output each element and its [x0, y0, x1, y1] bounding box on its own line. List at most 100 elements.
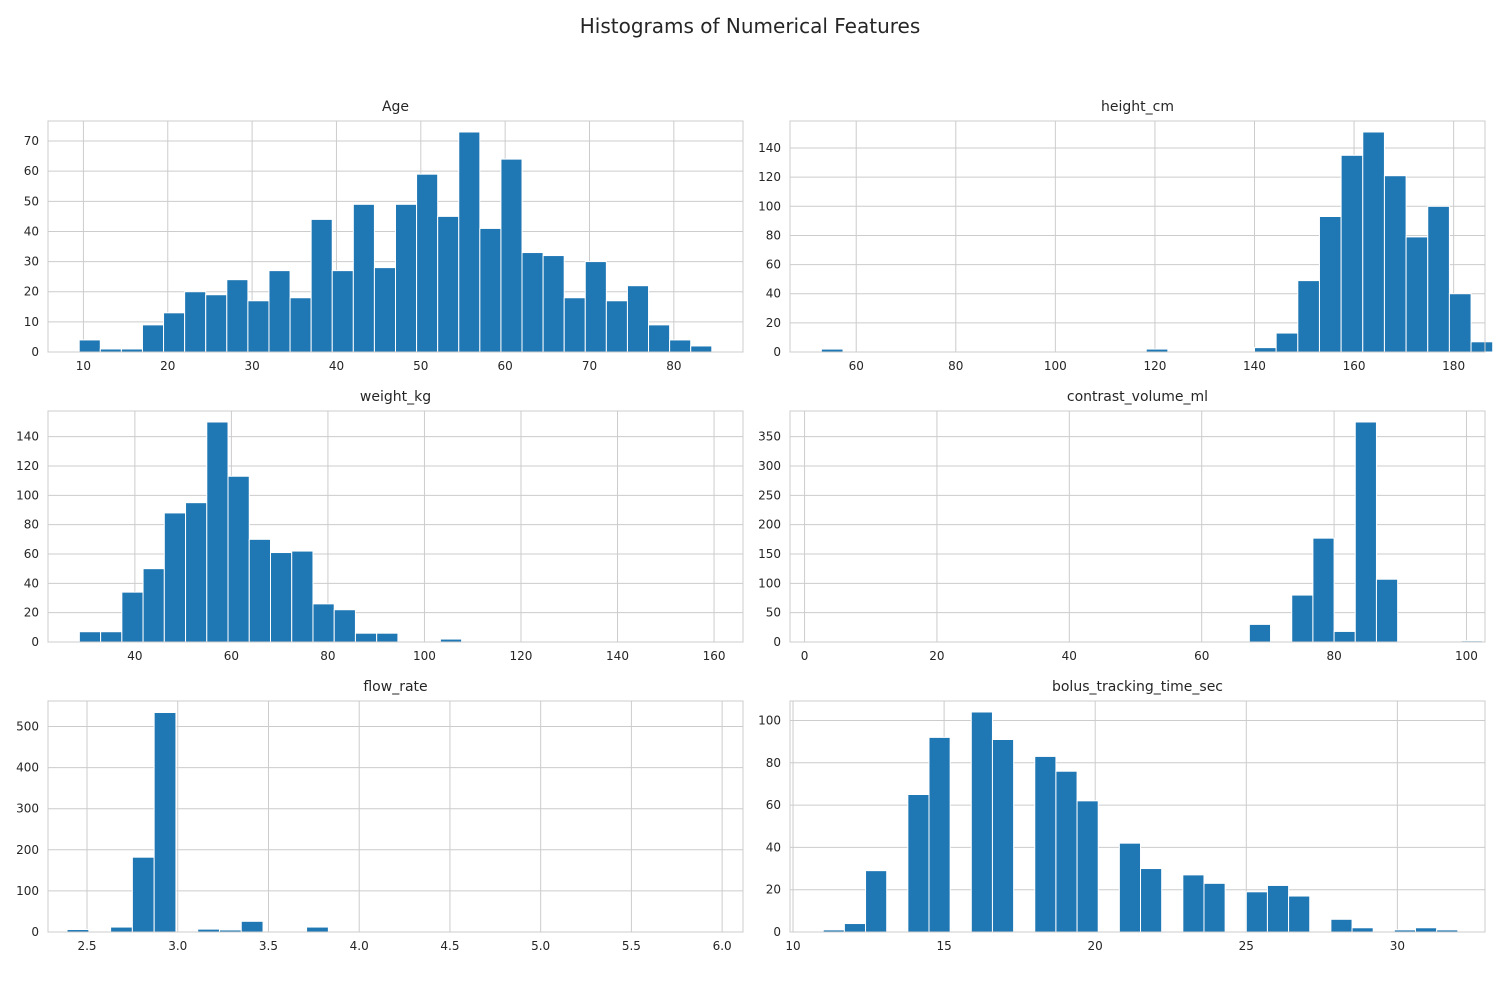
y-tick-label: 0 [31, 345, 39, 359]
histogram-bar [268, 270, 291, 353]
x-tick-label: 40 [329, 359, 344, 373]
histogram-bar [1333, 630, 1356, 643]
panel-title: contrast_volume_ml [1067, 389, 1208, 405]
histogram-bar [970, 711, 993, 933]
histogram-bar [458, 131, 481, 353]
x-tick-label: 100 [1455, 649, 1478, 663]
x-tick-label: 80 [1326, 649, 1341, 663]
y-tick-label: 100 [758, 576, 781, 590]
x-tick-label: 100 [413, 649, 436, 663]
histogram-bar [1248, 623, 1272, 643]
y-tick-label: 100 [16, 488, 39, 502]
histogram-bar [1340, 154, 1364, 353]
y-tick-label: 140 [758, 141, 781, 155]
x-tick-label: 20 [1088, 939, 1103, 953]
y-tick-label: 400 [16, 761, 39, 775]
histogram-bar [1253, 347, 1277, 353]
y-tick-label: 120 [16, 459, 39, 473]
histogram-bar [542, 255, 565, 353]
x-tick-label: 60 [1194, 649, 1209, 663]
histogram-panel-3: 0 20 40 60 80 100 0 50 100 150 200 250 300 350 contras… [758, 389, 1486, 663]
histogram-bar [352, 203, 375, 353]
y-tick-label: 0 [773, 345, 781, 359]
x-tick-label: 120 [510, 649, 533, 663]
histogram-panel-5: 10 15 20 25 30 0 20 40 60 80 100 bolus_tracking_tim… [758, 679, 1486, 953]
histogram-bar [1383, 175, 1407, 353]
x-tick-label: 50 [413, 359, 428, 373]
x-tick-label: 10 [76, 359, 91, 373]
x-tick-label: 160 [1343, 359, 1366, 373]
y-tick-label: 60 [24, 164, 39, 178]
y-tick-label: 20 [766, 883, 781, 897]
y-tick-label: 30 [24, 255, 39, 269]
histogram-bar [563, 297, 586, 353]
y-tick-label: 80 [24, 518, 39, 532]
y-tick-label: 0 [31, 635, 39, 649]
y-tick-label: 0 [31, 925, 39, 939]
histogram-bar [1297, 280, 1320, 353]
x-tick-label: 6.0 [713, 939, 732, 953]
histogram-bar [78, 631, 102, 643]
histogram-bar [1275, 332, 1299, 353]
histogram-bar [479, 227, 502, 353]
histogram-panel-0: 10 20 30 40 50 60 70 80 0 10 20 30 40 50 60 70 Age [24, 99, 744, 373]
histogram-bar [306, 926, 329, 933]
histogram-bar [1362, 131, 1385, 353]
histogram-bar [310, 218, 333, 353]
axes-frame [789, 700, 1486, 933]
histogram-bar [1291, 594, 1314, 643]
histogram-bar [248, 538, 271, 643]
x-tick-label: 70 [582, 359, 597, 373]
histogram-bar [437, 215, 460, 353]
y-tick-label: 0 [773, 925, 781, 939]
histogram-bar [1245, 891, 1268, 933]
y-tick-label: 20 [766, 316, 781, 330]
panel-title: height_cm [1101, 99, 1174, 115]
axes-frame [789, 410, 1486, 643]
y-tick-label: 0 [773, 635, 781, 649]
histogram-bar [1118, 842, 1142, 933]
y-tick-label: 300 [758, 459, 781, 473]
histogram-bar [1427, 205, 1450, 353]
x-tick-label: 30 [1390, 939, 1405, 953]
histogram-bar [121, 591, 144, 643]
histogram-bar [500, 158, 523, 353]
histogram-bar [1470, 341, 1494, 353]
histogram-bar [373, 267, 397, 353]
histogram-bar [226, 279, 249, 353]
x-tick-label: 120 [1143, 359, 1166, 373]
histogram-bar [163, 312, 186, 353]
axes-frame [47, 700, 744, 933]
y-tick-label: 10 [24, 315, 39, 329]
x-tick-label: 25 [1239, 939, 1254, 953]
histogram-bar [1076, 800, 1099, 933]
histogram-bar [1034, 755, 1057, 933]
histogram-bar [669, 339, 692, 353]
histogram-bar [1415, 927, 1438, 933]
y-tick-label: 60 [766, 798, 781, 812]
histogram-bar [142, 568, 165, 643]
x-tick-label: 160 [703, 649, 726, 663]
panel-title: bolus_tracking_time_sec [1052, 679, 1223, 695]
x-tick-label: 60 [849, 359, 864, 373]
histogram-bar [141, 324, 165, 353]
histogram-bar [185, 502, 208, 643]
histogram-bar [1330, 918, 1353, 933]
y-tick-label: 60 [24, 547, 39, 561]
y-tick-label: 100 [16, 884, 39, 898]
y-tick-label: 100 [758, 713, 781, 727]
histogram-bar [1405, 236, 1429, 353]
x-tick-label: 80 [948, 359, 963, 373]
histogram-bar [605, 300, 628, 353]
histogram-bar [131, 856, 155, 933]
x-tick-label: 60 [498, 359, 513, 373]
x-tick-label: 40 [1062, 649, 1077, 663]
y-tick-label: 300 [16, 802, 39, 816]
histogram-bar [521, 252, 544, 353]
histogram-panel-2: 40 60 80 100 120 140 160 0 20 40 60 80 100 120 140 weig… [16, 389, 744, 663]
histogram-bar [333, 609, 356, 643]
y-tick-label: 80 [766, 756, 781, 770]
y-tick-label: 40 [24, 224, 39, 238]
y-tick-label: 150 [758, 547, 781, 561]
